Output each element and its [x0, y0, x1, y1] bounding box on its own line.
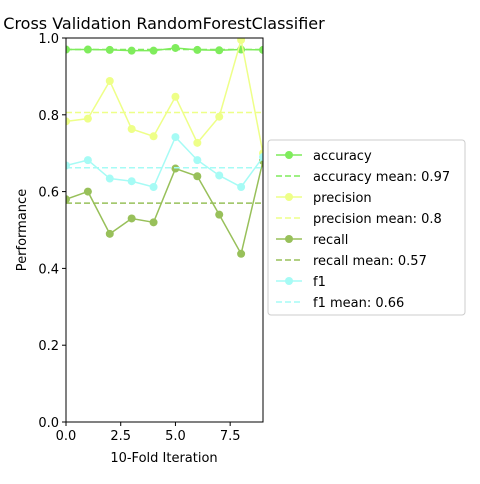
data-point-f1 [127, 177, 136, 186]
data-point-f1 [237, 182, 246, 191]
data-point-accuracy [149, 46, 158, 55]
data-point-precision [105, 77, 114, 86]
data-point-recall [215, 210, 224, 219]
legend-marker-recall [285, 235, 293, 243]
data-point-recall [149, 218, 158, 227]
data-point-accuracy [127, 46, 136, 55]
legend-frame [267, 139, 466, 316]
chart-title: Cross Validation RandomForestClassifier [3, 14, 325, 33]
y-tick-label: 1.0 [38, 32, 59, 47]
x-axis-label: 10-Fold Iteration [110, 451, 217, 466]
data-point-precision [193, 138, 202, 147]
data-point-accuracy [105, 45, 114, 54]
data-point-recall [66, 195, 70, 204]
x-tick-label: 7.5 [220, 429, 241, 444]
legend-label-precision: precision [313, 191, 372, 206]
legend-label-recall: recall [313, 233, 348, 248]
data-point-accuracy [215, 46, 224, 55]
data-point-f1 [66, 161, 70, 170]
legend-mean-label-f1: f1 mean: 0.66 [313, 296, 404, 311]
data-point-precision [66, 117, 70, 126]
data-point-accuracy [259, 45, 263, 54]
y-axis: 0.0 0.2 0.4 0.6 0.8 1.0 [38, 32, 66, 431]
data-point-recall [171, 164, 180, 173]
data-point-accuracy [83, 45, 92, 54]
data-point-f1 [193, 156, 202, 165]
legend-label-f1: f1 [313, 275, 326, 290]
y-tick-label: 0.6 [38, 186, 59, 201]
data-point-recall [83, 187, 92, 196]
data-point-f1 [149, 182, 158, 191]
legend-mean-label-recall: recall mean: 0.57 [313, 254, 427, 269]
y-tick-label: 0.0 [38, 416, 59, 431]
series-line-accuracy [66, 47, 263, 52]
legend-mean-label-precision: precision mean: 0.8 [313, 212, 442, 227]
legend-marker-precision [285, 193, 293, 201]
x-tick-label: 2.5 [110, 429, 131, 444]
y-tick-label: 0.4 [38, 262, 59, 277]
data-point-precision [127, 125, 136, 134]
legend-label-accuracy: accuracy [313, 149, 372, 164]
data-point-f1 [105, 174, 114, 183]
x-axis: 0.0 2.5 5.0 7.5 [56, 422, 241, 444]
data-point-recall [193, 172, 202, 181]
data-point-f1 [215, 171, 224, 180]
y-tick-label: 0.2 [38, 339, 59, 354]
y-axis-label: Performance [15, 189, 30, 271]
data-point-f1 [83, 156, 92, 165]
data-point-accuracy [171, 43, 180, 52]
data-point-accuracy [193, 45, 202, 54]
legend-marker-accuracy [285, 151, 293, 159]
data-point-recall [105, 229, 114, 238]
legend: accuracy accuracy mean: 0.97 precision prec… [267, 139, 466, 316]
legend-marker-f1 [285, 277, 293, 285]
data-point-precision [171, 92, 180, 101]
data-point-f1 [171, 133, 180, 142]
data-point-precision [237, 38, 246, 44]
plot-frame [65, 37, 264, 423]
data-point-precision [149, 132, 158, 141]
data-point-recall [237, 249, 246, 258]
x-tick-label: 0.0 [56, 429, 77, 444]
legend-mean-label-accuracy: accuracy mean: 0.97 [313, 170, 450, 185]
series-line-recall [66, 160, 263, 256]
data-point-recall [127, 214, 136, 223]
y-tick-label: 0.8 [38, 109, 59, 124]
data-point-precision [215, 112, 224, 121]
series-line-precision [66, 39, 263, 154]
data-point-precision [83, 114, 92, 123]
data-point-accuracy [66, 45, 70, 54]
series-line-f1 [66, 135, 263, 188]
x-tick-label: 5.0 [165, 429, 186, 444]
series-layer [66, 38, 263, 258]
data-point-f1 [259, 153, 263, 162]
